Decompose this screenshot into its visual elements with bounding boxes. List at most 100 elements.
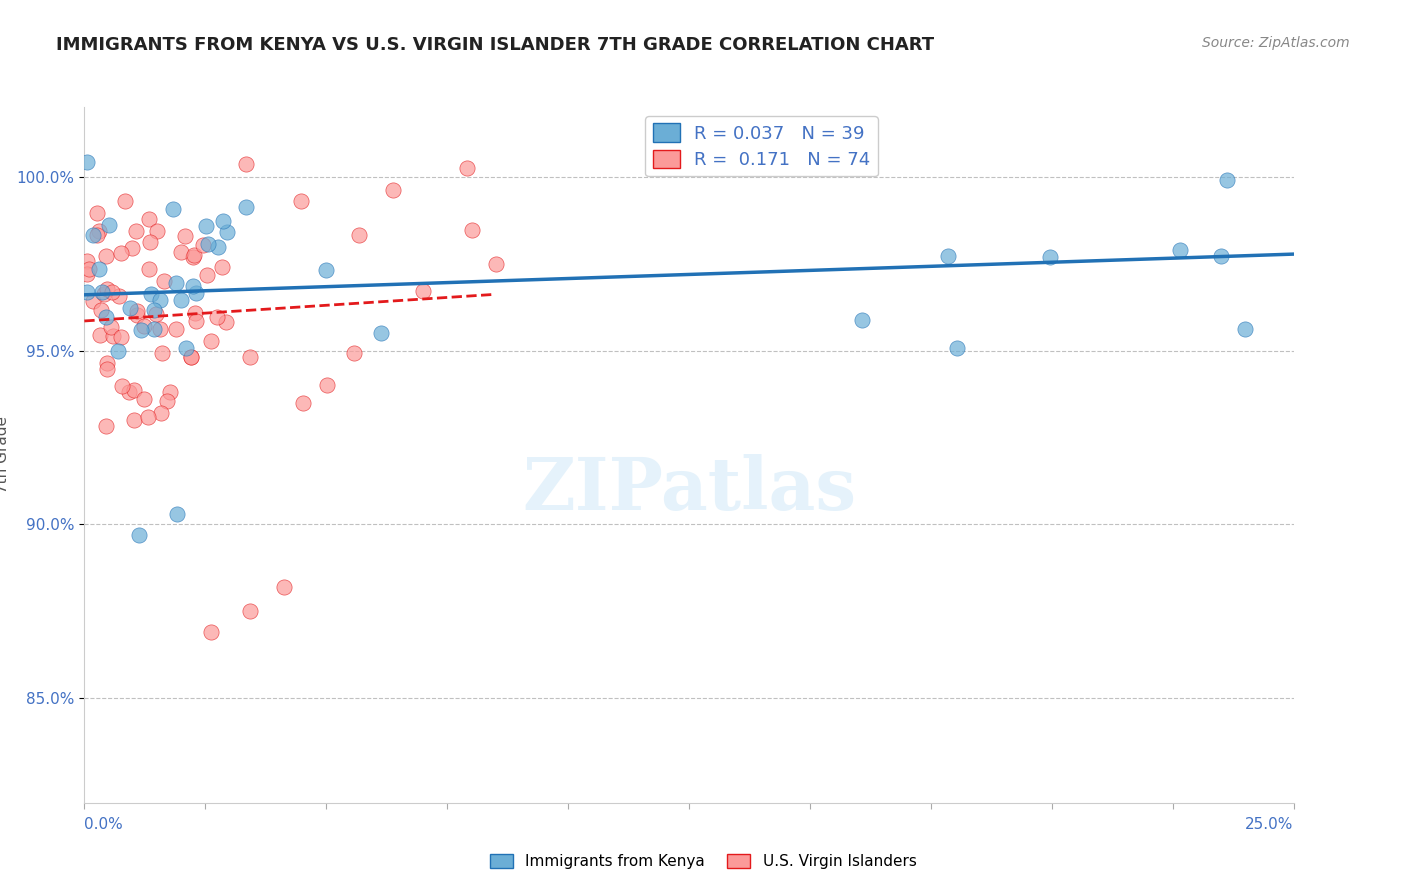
Point (215, 315, 238, 329)
Point (200, 625, 222, 640)
Point (211, 214, 233, 228)
Point (183, 248, 205, 262)
Point (101, 285, 124, 300)
Point (127, 309, 149, 323)
Point (100, 320, 122, 334)
Point (76, 285, 98, 300)
Point (76, 253, 98, 268)
Y-axis label: 7th Grade: 7th Grade (0, 417, 10, 493)
Point (96, 282, 118, 296)
Point (461, 223, 484, 237)
Point (145, 307, 167, 321)
Point (149, 407, 172, 421)
Point (239, 350, 262, 364)
Point (122, 413, 145, 427)
Point (76, 155, 98, 169)
Point (128, 528, 150, 542)
Point (87, 224, 110, 238)
Point (103, 329, 125, 343)
Point (86, 206, 108, 220)
Point (191, 238, 214, 252)
Point (76, 267, 98, 281)
Point (139, 287, 162, 301)
Point (217, 225, 239, 239)
Point (239, 604, 262, 618)
Point (150, 346, 173, 360)
Point (1168, 243, 1191, 257)
Point (124, 383, 146, 397)
Point (96, 356, 118, 370)
Point (94, 249, 117, 263)
Point (145, 224, 167, 238)
Point (370, 326, 392, 340)
Point (170, 293, 193, 307)
Point (174, 341, 197, 355)
Point (82, 227, 104, 242)
Point (347, 228, 370, 243)
Point (142, 322, 165, 336)
Point (91, 285, 114, 299)
Point (343, 346, 366, 360)
Point (96, 362, 118, 376)
Text: IMMIGRANTS FROM KENYA VS U.S. VIRGIN ISLANDER 7TH GRADE CORRELATION CHART: IMMIGRANTS FROM KENYA VS U.S. VIRGIN ISL… (56, 36, 935, 54)
Point (110, 330, 132, 344)
Point (316, 378, 339, 392)
Point (136, 409, 159, 424)
Point (149, 322, 172, 336)
Point (851, 313, 873, 327)
Point (159, 385, 181, 400)
Point (207, 239, 229, 253)
Point (200, 334, 222, 349)
Point (132, 392, 155, 407)
Point (381, 183, 404, 197)
Text: Source: ZipAtlas.com: Source: ZipAtlas.com (1202, 36, 1350, 50)
Legend: R = 0.037   N = 39, R =  0.171   N = 74: R = 0.037 N = 39, R = 0.171 N = 74 (645, 116, 877, 177)
Point (89, 303, 111, 318)
Text: 25.0%: 25.0% (1246, 817, 1294, 831)
Point (315, 263, 337, 277)
Point (152, 275, 174, 289)
Point (107, 343, 129, 358)
Point (129, 323, 152, 337)
Point (149, 293, 172, 307)
Point (235, 156, 257, 170)
Point (936, 249, 959, 263)
Point (138, 262, 160, 277)
Point (94, 418, 117, 433)
Point (174, 229, 197, 244)
Point (180, 351, 202, 365)
Point (111, 378, 134, 392)
Point (89, 328, 111, 343)
Point (186, 313, 208, 327)
Point (125, 224, 148, 238)
Point (184, 306, 207, 320)
Legend: Immigrants from Kenya, U.S. Virgin Islanders: Immigrants from Kenya, U.S. Virgin Islan… (484, 848, 922, 875)
Point (181, 278, 204, 293)
Point (195, 268, 218, 282)
Point (169, 244, 191, 259)
Point (1234, 322, 1257, 336)
Point (291, 396, 314, 410)
Point (166, 507, 188, 521)
Point (108, 289, 131, 303)
Point (110, 245, 132, 260)
Point (412, 284, 434, 298)
Point (138, 212, 160, 227)
Point (114, 194, 136, 209)
Point (94, 310, 117, 324)
Point (143, 302, 166, 317)
Point (165, 322, 187, 336)
Point (205, 310, 228, 325)
Point (79, 262, 101, 277)
Point (82, 294, 104, 309)
Point (194, 219, 217, 233)
Point (121, 241, 143, 255)
Point (945, 341, 967, 355)
Point (197, 236, 219, 251)
Point (118, 301, 141, 315)
Point (841, 153, 863, 167)
Point (139, 235, 162, 249)
Point (1216, 172, 1239, 186)
Point (162, 202, 184, 216)
Point (180, 350, 202, 364)
